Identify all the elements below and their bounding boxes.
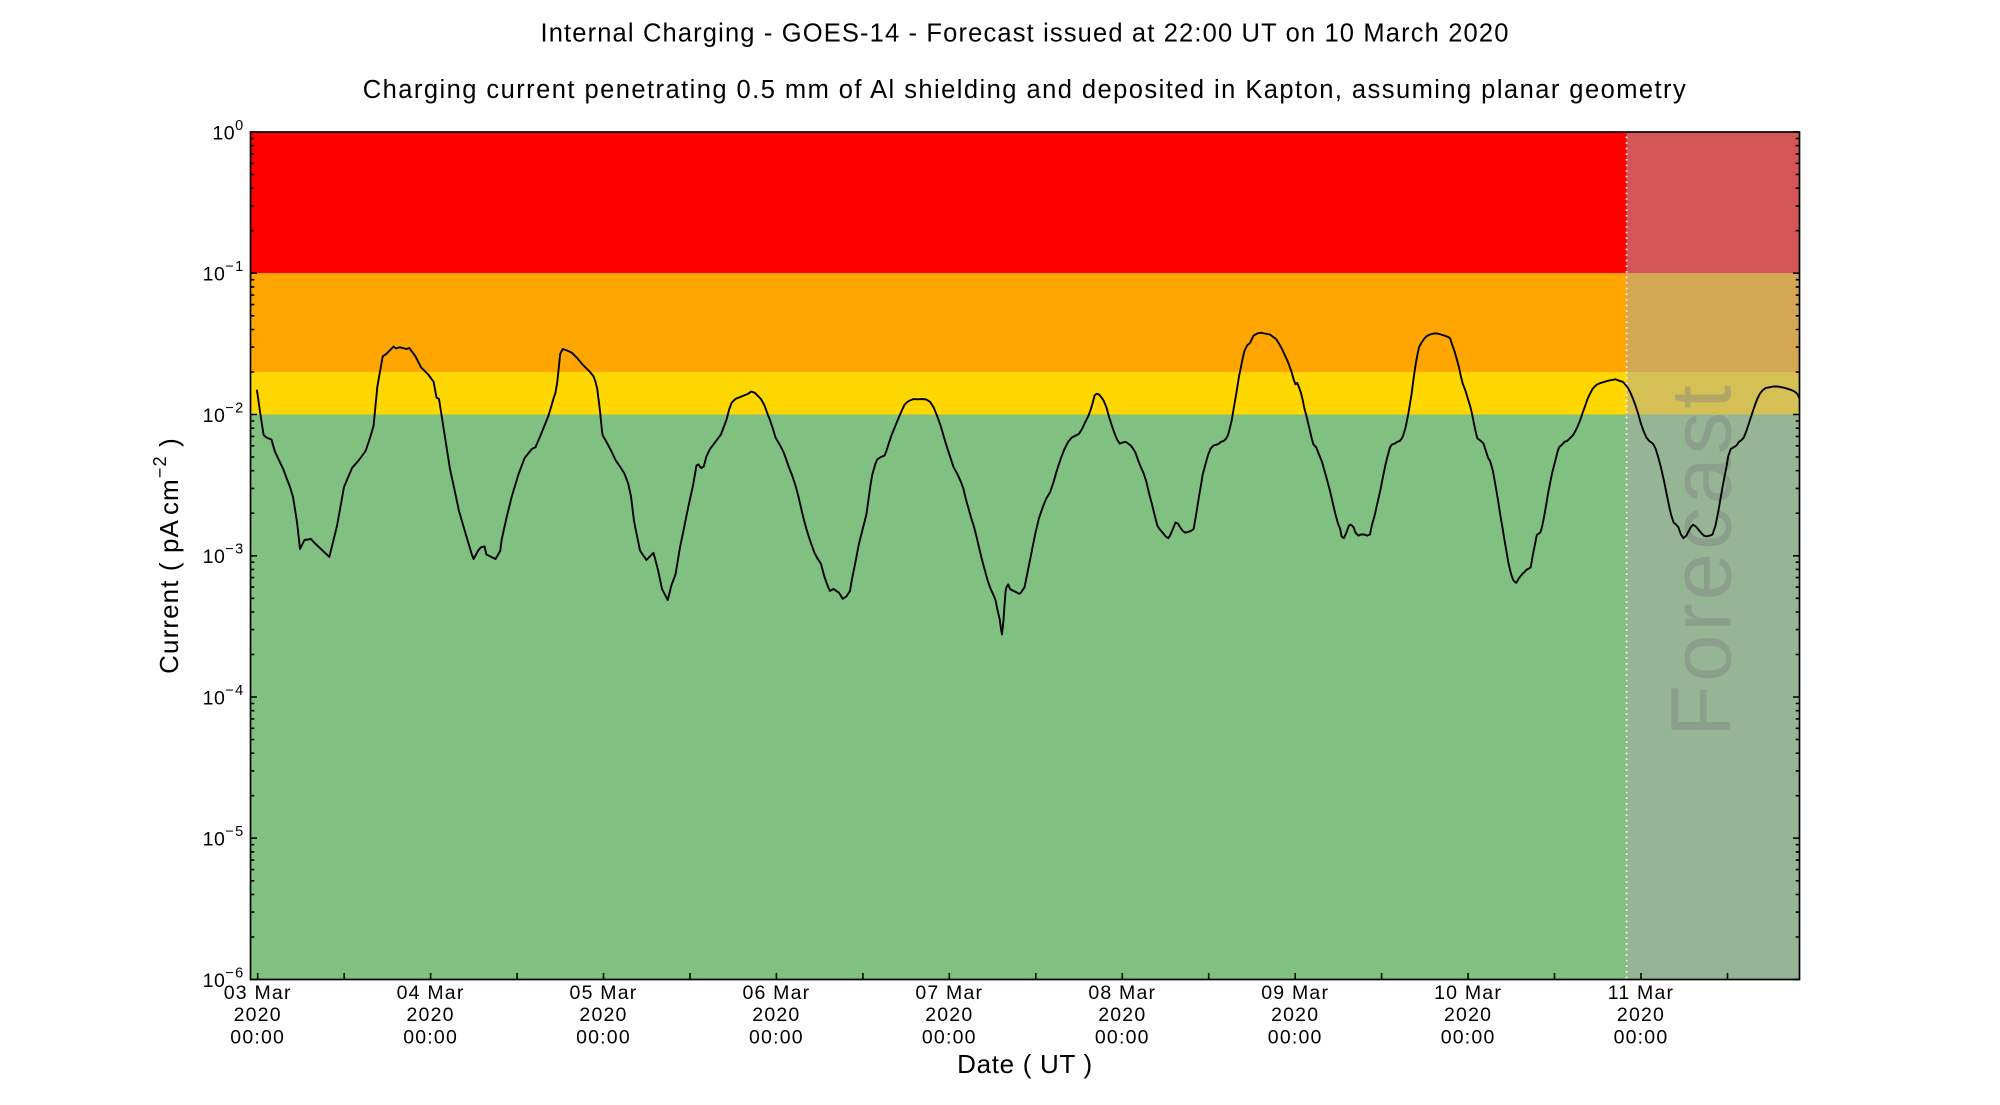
svg-text:100: 100 [212, 118, 244, 145]
svg-text:10−1: 10−1 [203, 259, 245, 286]
svg-text:10−6: 10−6 [203, 965, 245, 992]
svg-text:10−5: 10−5 [203, 824, 245, 851]
svg-text:Current ( pAcm−2 ): Current ( pAcm−2 ) [150, 437, 184, 674]
svg-text:Date ( UT ): Date ( UT ) [957, 1049, 1093, 1079]
svg-text:Internal Charging - GOES-14 -: Internal Charging - GOES-14 - Forecast i… [540, 20, 1509, 48]
svg-text:Forecast: Forecast [1655, 382, 1750, 737]
svg-text:Charging current penetrating 0: Charging current penetrating 0.5 mm of A… [363, 76, 1687, 104]
svg-text:10−3: 10−3 [203, 542, 245, 569]
svg-text:10−4: 10−4 [203, 683, 245, 710]
svg-text:10−2: 10−2 [203, 400, 245, 427]
